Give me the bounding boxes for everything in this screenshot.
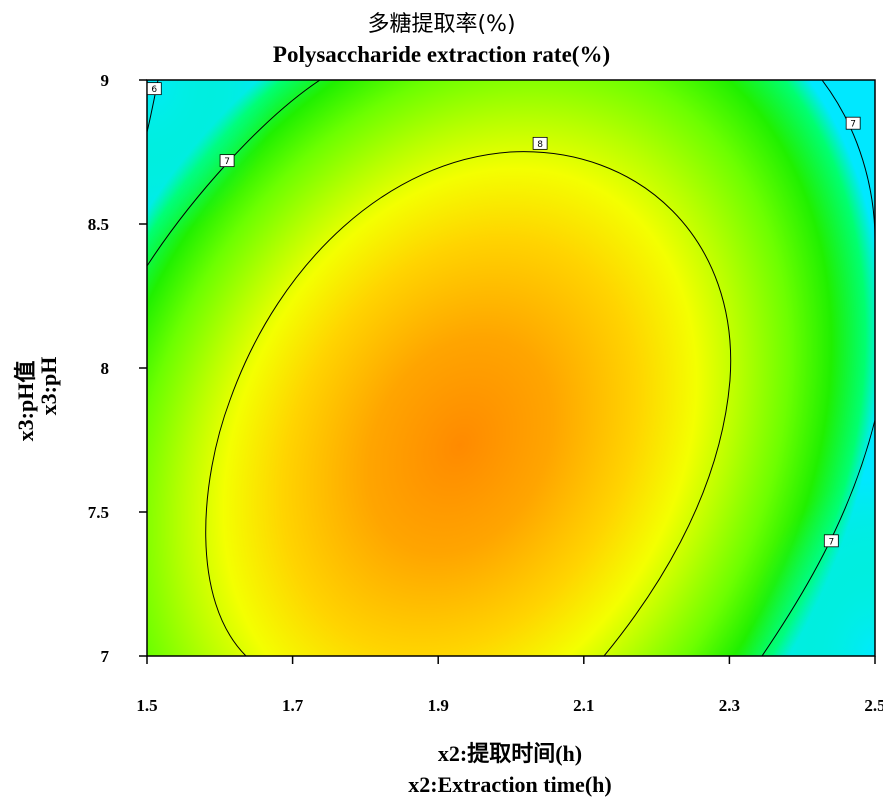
chart-title-en: Polysaccharide extraction rate(%) xyxy=(272,42,611,67)
y-axis: 7 7.5 8 8.5 9 xyxy=(88,71,147,666)
svg-text:8: 8 xyxy=(537,140,543,150)
svg-text:7: 7 xyxy=(828,537,834,547)
y-axis-label-en: x3:pH xyxy=(36,356,61,416)
y-tick-label: 8.5 xyxy=(88,215,109,234)
svg-text:7: 7 xyxy=(850,120,856,130)
svg-text:6: 6 xyxy=(151,85,157,95)
contour-line-8 xyxy=(205,151,732,656)
x-axis-label-cn: x2:提取时间(h) xyxy=(437,741,583,766)
x-tick-label: 2.3 xyxy=(719,696,740,715)
contour-label-6: 6 xyxy=(146,82,162,95)
contour-labels: 6 7 8 7 7 xyxy=(146,82,861,547)
chart-title-cn: 多糖提取率(%) xyxy=(367,12,516,37)
contour-label-8: 8 xyxy=(532,136,548,150)
x-axis-label-en: x2:Extraction time(h) xyxy=(408,772,612,797)
x-tick-label: 1.9 xyxy=(428,696,449,715)
contour-line-7-bottom-right xyxy=(761,419,875,656)
x-tick-label: 2.5 xyxy=(864,696,883,715)
y-tick-label: 8 xyxy=(101,359,110,378)
x-tick-label: 1.7 xyxy=(282,696,304,715)
contour-label-7: 7 xyxy=(219,154,235,167)
x-tick-label: 2.1 xyxy=(573,696,594,715)
contour-label-7: 7 xyxy=(823,534,839,547)
y-tick-label: 9 xyxy=(101,71,110,90)
cold-region-top-left xyxy=(147,80,277,240)
svg-text:7: 7 xyxy=(224,157,230,167)
y-tick-label: 7.5 xyxy=(88,503,109,522)
x-tick-label: 1.5 xyxy=(136,696,157,715)
cold-region-bottom-right xyxy=(745,480,875,656)
x-axis: 1.5 1.7 1.9 2.1 2.3 2.5 xyxy=(136,656,883,715)
contour-label-7: 7 xyxy=(845,116,861,130)
y-tick-label: 7 xyxy=(101,647,110,666)
